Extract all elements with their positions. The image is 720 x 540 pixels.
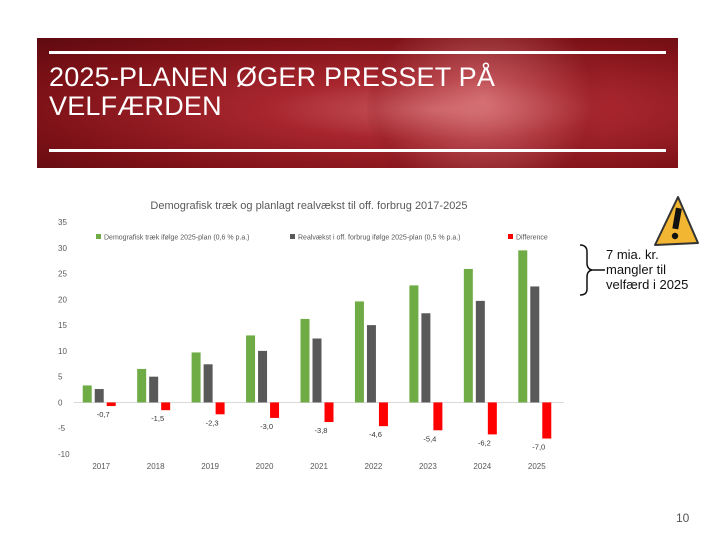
bar-series2-2024	[487, 402, 497, 435]
warning-icon	[654, 196, 699, 246]
y-tick-label-2: 25	[58, 270, 67, 279]
bar-series2-2021	[324, 402, 334, 423]
data-label-2017: -0,7	[97, 410, 110, 419]
chart-legend: Demografisk træk ifølge 2025-plan (0,6 %…	[96, 234, 548, 242]
bar-series1-2023	[421, 313, 431, 403]
y-tick-label-4: 15	[58, 321, 67, 330]
x-tick-label-2018: 2018	[147, 462, 165, 471]
bar-series1-2019	[203, 364, 213, 403]
warning-callout	[579, 196, 699, 296]
bar-series2-2025	[542, 402, 552, 439]
chart: Demografisk træk og planlagt realvækst t…	[52, 190, 570, 472]
data-label-2023: -5,4	[423, 434, 436, 443]
chart-svg: Demografisk træk og planlagt realvækst t…	[58, 200, 564, 471]
bar-series0-2018	[137, 368, 147, 403]
callout-text: 7 mia. kr. mangler til velfærd i 2025	[606, 247, 689, 292]
data-label-2019: -2,3	[206, 418, 219, 427]
slide-title: 2025-PLANEN ØGER PRESSET PÅ VELFÆRDEN	[49, 62, 496, 121]
y-tick-label-8: -5	[58, 424, 66, 433]
data-label-2018: -1,5	[151, 414, 164, 423]
bar-series2-2020	[270, 402, 280, 418]
y-tick-label-1: 30	[58, 244, 67, 253]
bar-series1-2021	[312, 338, 322, 403]
x-tick-label-2022: 2022	[365, 462, 383, 471]
legend-label-1: Realvækst i off. forbrug ifølge 2025-pla…	[298, 235, 461, 242]
legend-swatch-1	[290, 234, 295, 239]
bar-series0-2025	[518, 250, 528, 403]
bar-series0-2020	[246, 335, 256, 403]
banner-bottom-rule	[49, 149, 666, 152]
y-axis: 35 30 25 20 15 10 5 0 -5 -10	[58, 218, 70, 459]
y-tick-label-7: 0	[58, 398, 63, 407]
x-tick-label-2024: 2024	[473, 462, 491, 471]
bar-series0-2017	[82, 385, 92, 403]
x-tick-label-2020: 2020	[256, 462, 274, 471]
page-number: 10	[676, 511, 690, 525]
chart-title: Demografisk træk og planlagt realvækst t…	[150, 200, 467, 212]
difference-labels: -0,7 -1,5 -2,3 -3,0 -3,8 -4,6 -5,4 -6,2 -7,0	[97, 410, 545, 451]
x-tick-label-2017: 2017	[92, 462, 110, 471]
bar-series1-2020	[258, 350, 268, 403]
x-tick-label-2023: 2023	[419, 462, 437, 471]
data-label-2022: -4,6	[369, 430, 382, 439]
banner-coin-image	[367, 38, 627, 168]
data-label-2025: -7,0	[532, 443, 545, 452]
bar-series2-2019	[215, 402, 225, 415]
bar-series0-2023	[409, 285, 419, 403]
bar-series2-2018	[161, 402, 171, 411]
y-tick-label-3: 20	[58, 295, 67, 304]
bar-series1-2024	[475, 300, 485, 403]
bar-series0-2021	[300, 318, 310, 403]
bar-series2-2023	[433, 402, 443, 431]
legend-swatch-2	[508, 234, 513, 239]
bar-series1-2018	[149, 376, 159, 403]
bar-series2-2022	[378, 402, 388, 427]
x-tick-label-2019: 2019	[201, 462, 219, 471]
y-tick-label-0: 35	[58, 218, 67, 227]
curly-brace	[579, 244, 593, 296]
bar-series2-2017	[106, 402, 116, 407]
bar-series1-2025	[530, 286, 540, 403]
data-label-2020: -3,0	[260, 422, 273, 431]
banner-top-rule	[49, 51, 666, 54]
bar-series1-2017	[94, 389, 104, 403]
data-label-2021: -3,8	[315, 426, 328, 435]
bar-series0-2022	[354, 301, 364, 403]
y-tick-label-9: -10	[58, 450, 70, 459]
x-tick-label-2025: 2025	[528, 462, 546, 471]
x-tick-label-2021: 2021	[310, 462, 328, 471]
legend-label-2: Difference	[516, 235, 548, 242]
bar-series0-2024	[463, 268, 473, 403]
bar-series1-2022	[366, 325, 376, 403]
legend-label-0: Demografisk træk ifølge 2025-plan (0,6 %…	[104, 235, 250, 242]
bar-series0-2019	[191, 352, 201, 403]
title-banner: 2025-PLANEN ØGER PRESSET PÅ VELFÆRDEN	[37, 38, 678, 168]
bar-group	[82, 250, 552, 439]
y-tick-label-6: 5	[58, 373, 63, 382]
y-tick-label-5: 10	[58, 347, 67, 356]
legend-swatch-0	[96, 234, 101, 239]
data-label-2024: -6,2	[478, 438, 491, 447]
